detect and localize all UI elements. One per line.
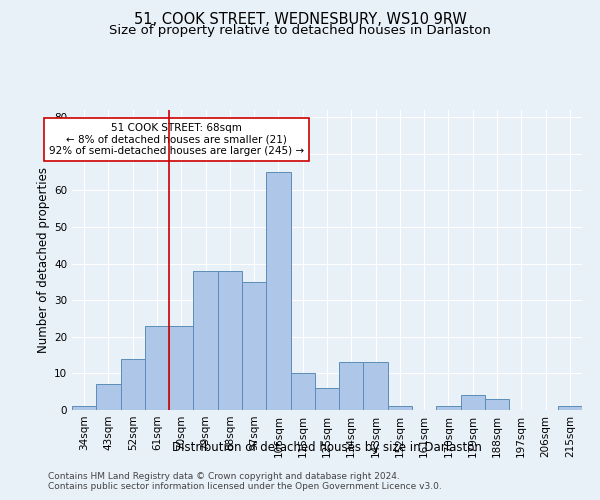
Bar [461, 396, 485, 410]
Y-axis label: Number of detached properties: Number of detached properties [37, 167, 50, 353]
Bar [485, 399, 509, 410]
Bar [436, 406, 461, 410]
Bar [558, 406, 582, 410]
Bar [266, 172, 290, 410]
Text: Distribution of detached houses by size in Darlaston: Distribution of detached houses by size … [172, 441, 482, 454]
Bar [169, 326, 193, 410]
Text: Contains public sector information licensed under the Open Government Licence v3: Contains public sector information licen… [48, 482, 442, 491]
Bar [145, 326, 169, 410]
Text: Contains HM Land Registry data © Crown copyright and database right 2024.: Contains HM Land Registry data © Crown c… [48, 472, 400, 481]
Bar [315, 388, 339, 410]
Bar [364, 362, 388, 410]
Text: Size of property relative to detached houses in Darlaston: Size of property relative to detached ho… [109, 24, 491, 37]
Bar [388, 406, 412, 410]
Bar [72, 406, 96, 410]
Bar [193, 271, 218, 410]
Text: 51 COOK STREET: 68sqm
← 8% of detached houses are smaller (21)
92% of semi-detac: 51 COOK STREET: 68sqm ← 8% of detached h… [49, 123, 304, 156]
Bar [218, 271, 242, 410]
Bar [339, 362, 364, 410]
Bar [242, 282, 266, 410]
Text: 51, COOK STREET, WEDNESBURY, WS10 9RW: 51, COOK STREET, WEDNESBURY, WS10 9RW [134, 12, 466, 28]
Bar [96, 384, 121, 410]
Bar [121, 359, 145, 410]
Bar [290, 374, 315, 410]
